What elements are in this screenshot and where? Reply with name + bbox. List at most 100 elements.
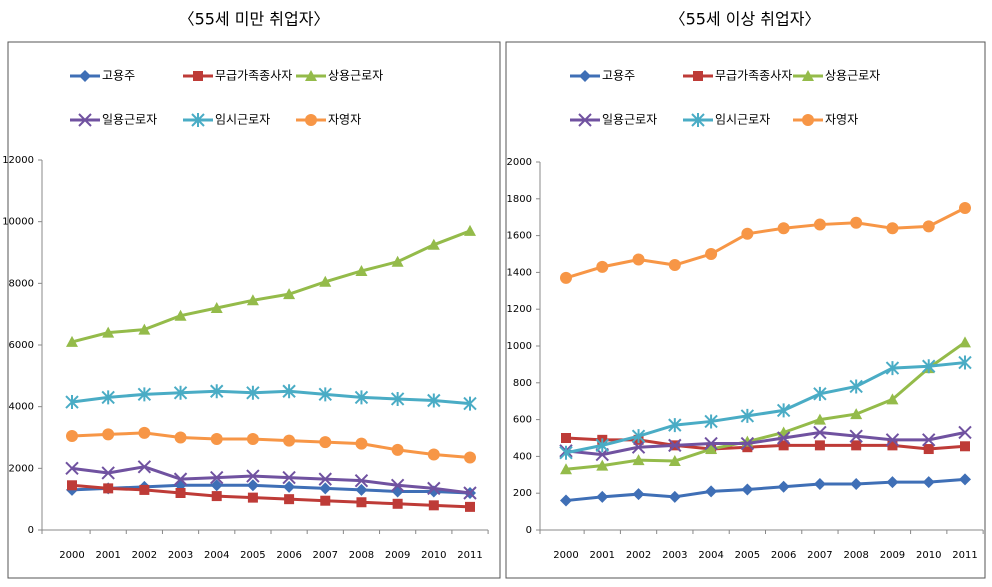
- marker: [741, 483, 754, 496]
- marker: [283, 434, 296, 447]
- marker: [391, 485, 404, 498]
- marker: [210, 479, 223, 492]
- legend-label: 자영자: [328, 113, 361, 127]
- marker: [319, 436, 332, 449]
- marker: [813, 386, 827, 401]
- marker: [138, 323, 151, 335]
- marker: [958, 355, 972, 370]
- legend-label: 임시근로자: [215, 113, 270, 127]
- marker: [778, 440, 789, 451]
- marker: [356, 497, 367, 508]
- marker: [922, 476, 935, 489]
- marker: [668, 259, 681, 272]
- marker: [704, 436, 718, 451]
- marker: [191, 113, 205, 127]
- series-line: [71, 389, 471, 406]
- marker: [318, 472, 332, 486]
- marker: [283, 480, 296, 493]
- marker: [175, 488, 186, 498]
- marker: [247, 492, 258, 503]
- marker: [391, 443, 404, 456]
- marker: [282, 384, 296, 399]
- marker: [959, 473, 971, 486]
- marker: [813, 478, 826, 490]
- y-tick-label: 400: [513, 451, 532, 462]
- marker: [668, 455, 681, 466]
- x-tick-label: 2010: [916, 550, 941, 561]
- marker: [849, 379, 863, 394]
- marker: [66, 429, 78, 442]
- series-line: [71, 483, 471, 495]
- marker: [922, 220, 935, 233]
- marker: [960, 441, 970, 452]
- marker: [959, 336, 971, 348]
- marker: [885, 433, 900, 447]
- marker: [103, 483, 114, 494]
- marker: [65, 461, 79, 476]
- marker: [464, 451, 476, 464]
- marker: [813, 425, 827, 440]
- marker: [305, 114, 317, 126]
- y-tick-label: 800: [513, 378, 532, 389]
- y-tick-label: 2000: [507, 157, 532, 168]
- legend-label: 고용주: [102, 69, 135, 83]
- y-tick-label: 4000: [9, 402, 34, 413]
- x-tick-label: 2011: [952, 550, 977, 561]
- marker: [668, 490, 681, 503]
- marker: [465, 501, 475, 512]
- marker: [320, 495, 331, 506]
- marker: [173, 385, 188, 400]
- x-tick-label: 2009: [385, 550, 410, 561]
- marker: [851, 440, 862, 451]
- marker: [922, 433, 936, 447]
- marker: [705, 485, 718, 498]
- marker: [427, 238, 440, 250]
- marker: [923, 444, 934, 455]
- marker: [283, 288, 296, 300]
- legend-label: 무급가족종사자: [215, 69, 292, 83]
- marker: [173, 472, 188, 486]
- y-tick-label: 2000: [9, 463, 34, 474]
- marker: [885, 361, 900, 376]
- series-line: [565, 341, 966, 471]
- marker: [102, 428, 115, 441]
- marker: [138, 426, 151, 439]
- series-line: [71, 229, 471, 344]
- y-tick-label: 0: [526, 525, 532, 536]
- y-tick-label: 1600: [507, 231, 532, 242]
- y-tick-label: 8000: [9, 278, 34, 289]
- marker: [705, 443, 718, 455]
- marker: [101, 466, 115, 480]
- marker: [922, 359, 936, 374]
- marker: [427, 393, 441, 408]
- marker: [632, 454, 645, 466]
- marker: [886, 476, 899, 489]
- marker: [210, 302, 223, 313]
- marker: [704, 414, 718, 429]
- x-tick-label: 2005: [735, 550, 760, 561]
- marker: [174, 309, 187, 321]
- y-tick-label: 1200: [507, 304, 532, 315]
- marker: [137, 387, 152, 402]
- y-tick-label: 0: [28, 525, 34, 536]
- legend-label: 상용근로자: [328, 69, 383, 83]
- marker: [392, 498, 403, 509]
- marker: [210, 470, 224, 485]
- marker: [391, 255, 404, 267]
- marker: [776, 431, 791, 445]
- x-tick-label: 2007: [807, 550, 832, 561]
- x-tick-label: 2003: [662, 550, 687, 561]
- marker: [282, 470, 296, 485]
- legend-label: 고용주: [602, 69, 635, 83]
- x-tick-label: 2001: [95, 550, 120, 561]
- marker: [740, 408, 755, 423]
- legend-label: 무급가족종사자: [715, 69, 792, 83]
- x-tick-label: 2006: [276, 550, 301, 561]
- series-line: [71, 465, 471, 495]
- marker: [246, 433, 259, 446]
- marker: [560, 494, 572, 507]
- marker: [318, 387, 332, 402]
- marker: [319, 275, 332, 287]
- legend-label: 일용근로자: [102, 113, 157, 127]
